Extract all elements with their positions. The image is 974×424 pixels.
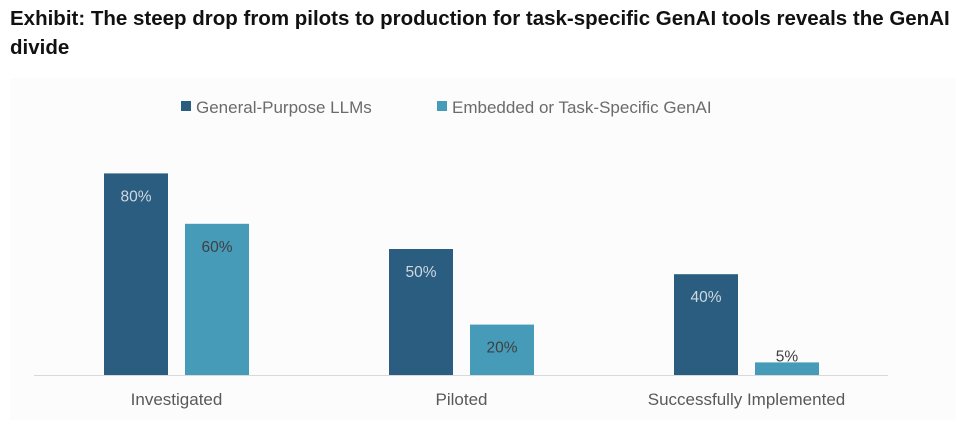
legend-label: Embedded or Task-Specific GenAI	[452, 98, 712, 117]
data-label: 60%	[201, 239, 232, 256]
legend-swatch	[181, 101, 191, 111]
data-label: 5%	[776, 348, 799, 365]
data-label: 50%	[405, 264, 436, 281]
data-label: 80%	[120, 188, 151, 205]
x-tick-label: Piloted	[436, 390, 488, 409]
bar	[185, 223, 249, 375]
data-label: 20%	[486, 340, 517, 357]
bar	[104, 173, 168, 375]
bar	[755, 362, 819, 375]
legend-swatch	[437, 101, 447, 111]
legend-label: General-Purpose LLMs	[196, 98, 372, 117]
data-label: 40%	[690, 289, 721, 306]
bar	[674, 274, 738, 375]
legend: General-Purpose LLMs Embedded or Task-Spe…	[181, 98, 712, 117]
chart-title: Exhibit: The steep drop from pilots to p…	[10, 7, 950, 59]
bar	[470, 324, 534, 375]
x-tick-label: Successfully Implemented	[648, 390, 845, 409]
bar	[389, 249, 453, 375]
x-tick-label: Investigated	[131, 390, 223, 409]
